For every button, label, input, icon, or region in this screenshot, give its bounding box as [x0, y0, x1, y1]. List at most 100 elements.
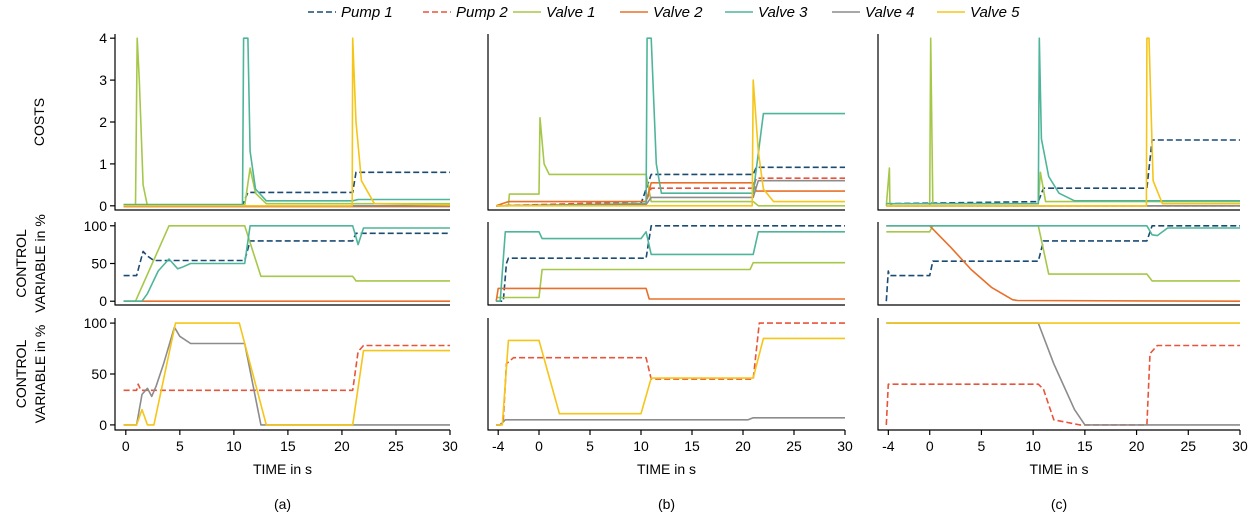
- series-line-pump-1: [496, 225, 845, 303]
- x-axis-label: TIME in s: [1029, 461, 1088, 477]
- x-tick-label: 5: [586, 438, 594, 454]
- series-line-valve-5: [496, 79, 845, 207]
- x-tick-label: 30: [442, 438, 458, 454]
- series-line-valve-5: [496, 337, 845, 426]
- legend-label: Valve 4: [865, 4, 914, 21]
- legend-label: Valve 1: [546, 4, 595, 21]
- panel-a-costs: 0 1 2 3 4: [99, 30, 451, 214]
- series-line-valve-2: [886, 225, 1241, 303]
- panel-a-control_2: 0 50 100 0 5 10 15 20 25 30 TIME in s: [84, 315, 458, 477]
- series-line-valve-2: [495, 287, 845, 302]
- x-tick-label: 15: [684, 438, 700, 454]
- row-label: CONTROL VARIABLE in %: [13, 214, 48, 313]
- x-tick-label: 20: [1129, 438, 1145, 454]
- series-line-pump-1: [886, 139, 1240, 205]
- legend-label: Pump 1: [341, 4, 393, 21]
- series-line-valve-4: [886, 322, 1240, 426]
- panel-a-control_1: 0 50 100: [84, 218, 450, 309]
- panel-b-control_1: [487, 222, 845, 306]
- series-line-valve-1: [123, 37, 450, 207]
- column-caption: (c): [1051, 496, 1067, 512]
- series-line-pump-1: [123, 232, 450, 277]
- y-tick-label: 50: [91, 256, 107, 272]
- x-tick-label: 5: [978, 438, 986, 454]
- y-tick-label: 3: [99, 72, 107, 88]
- y-tick-label: 0: [99, 417, 107, 433]
- series-line-valve-5: [123, 37, 451, 207]
- x-tick-label: 0: [122, 438, 130, 454]
- legend-entry: Pump 2: [423, 4, 508, 21]
- series-line-valve-3: [123, 225, 450, 303]
- x-tick-label: 20: [334, 438, 350, 454]
- series-line-valve-3: [496, 231, 845, 303]
- series-line-valve-3: [123, 37, 450, 206]
- series-line-pump-2: [123, 344, 450, 392]
- column-caption: (b): [658, 496, 675, 512]
- legend-entry: Pump 1: [308, 4, 393, 21]
- captions: (a) (b) (c): [274, 496, 1067, 512]
- series-line-valve-2: [495, 182, 845, 207]
- y-tick-label: 50: [91, 366, 107, 382]
- x-tick-label: 10: [1025, 438, 1041, 454]
- row-label-line: CONTROL: [13, 229, 29, 298]
- x-tick-label: 0: [926, 438, 934, 454]
- series-line-pump-2: [496, 322, 845, 426]
- series-line-valve-3: [496, 37, 845, 207]
- series-line-valve-4: [496, 179, 845, 207]
- x-tick-label: 30: [837, 438, 853, 454]
- y-tick-label: 100: [84, 218, 108, 234]
- series-line-pump-2: [885, 344, 1240, 426]
- x-tick-label: 10: [633, 438, 649, 454]
- panel-c-control_1: [877, 222, 1241, 306]
- legend-entry: Valve 4: [832, 4, 914, 21]
- legend-entry: Valve 3: [725, 4, 808, 21]
- x-tick-label: 15: [280, 438, 296, 454]
- x-tick-label: 25: [1180, 438, 1196, 454]
- x-tick-label: -4: [492, 438, 505, 454]
- x-tick-label: 10: [226, 438, 242, 454]
- x-tick-label: 25: [388, 438, 404, 454]
- y-tick-label: 2: [99, 114, 107, 130]
- x-tick-label: 5: [176, 438, 184, 454]
- x-tick-label: 30: [1232, 438, 1248, 454]
- panel-b-costs: [487, 34, 845, 211]
- x-tick-label: 20: [735, 438, 751, 454]
- legend-entry: Valve 5: [937, 4, 1020, 21]
- panel-b-control_2: -4 0 5 10 15 20 25 30 TIME in s: [487, 318, 853, 477]
- series-line-valve-1: [496, 117, 845, 207]
- series-line-valve-3: [886, 225, 1240, 237]
- row-label-line: COSTS: [31, 98, 47, 146]
- x-axis-label: TIME in s: [637, 461, 696, 477]
- legend-entry: Valve 2: [620, 4, 703, 21]
- series-line-valve-1: [886, 225, 1240, 282]
- panel-c-costs: [877, 34, 1240, 211]
- legend-label: Pump 2: [456, 4, 508, 21]
- series-line-valve-1: [885, 37, 1240, 207]
- series-line-valve-5: [886, 37, 1240, 207]
- series-line-pump-1: [885, 225, 1240, 302]
- series-line-valve-5: [123, 322, 450, 426]
- y-tick-label: 0: [99, 198, 107, 214]
- x-tick-label: 25: [786, 438, 802, 454]
- series-line-valve-4: [123, 326, 450, 426]
- legend-label: Valve 3: [758, 4, 808, 21]
- y-tick-label: 0: [99, 293, 107, 309]
- panel-c-control_2: -4 0 5 10 15 20 25 30 TIME in s: [877, 318, 1248, 477]
- x-tick-label: -4: [882, 438, 895, 454]
- series-line-valve-1: [496, 261, 845, 299]
- y-tick-label: 4: [99, 30, 107, 46]
- series-line-valve-1: [123, 225, 450, 303]
- row-label: COSTS: [31, 98, 47, 146]
- row-label-line: VARIABLE in %: [32, 214, 48, 313]
- y-tick-label: 1: [99, 156, 107, 172]
- row-label-line: VARIABLE in %: [32, 325, 48, 424]
- column-caption: (a): [274, 496, 291, 512]
- row-label: CONTROL VARIABLE in %: [13, 325, 48, 424]
- x-tick-label: 15: [1077, 438, 1093, 454]
- x-tick-label: 0: [535, 438, 543, 454]
- row-label-line: CONTROL: [13, 340, 29, 409]
- legend-label: Valve 5: [970, 4, 1020, 21]
